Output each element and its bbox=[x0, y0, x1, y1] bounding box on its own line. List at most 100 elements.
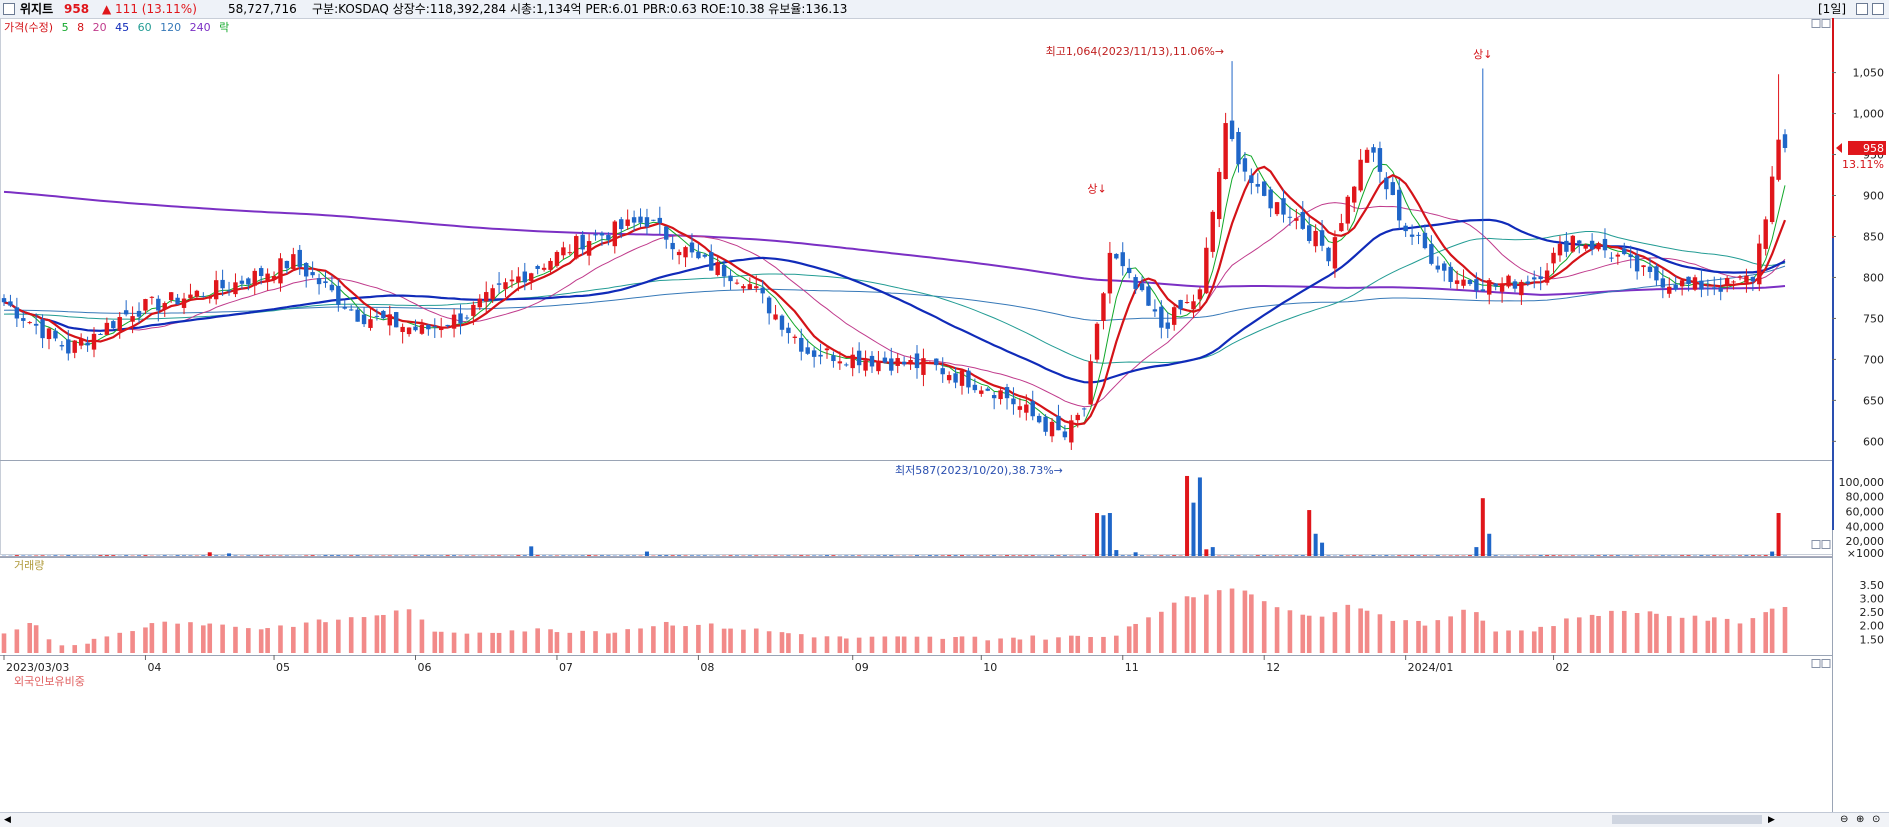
candle-body bbox=[1243, 158, 1247, 171]
candle-body bbox=[902, 362, 906, 365]
volume-bar bbox=[626, 555, 630, 556]
volume-bar bbox=[201, 555, 205, 556]
volume-bar bbox=[587, 555, 591, 556]
candle-body bbox=[645, 217, 649, 227]
candle-body bbox=[375, 316, 379, 317]
candle-body bbox=[445, 325, 449, 326]
volume-bar bbox=[536, 555, 540, 556]
candle-body bbox=[1114, 254, 1118, 258]
volume-bar bbox=[1063, 555, 1067, 556]
pane-close-icon bbox=[1822, 541, 1830, 549]
foreign-bar bbox=[928, 637, 933, 653]
scroll-thumb[interactable] bbox=[1612, 815, 1762, 824]
zoom-reset-icon[interactable]: ⊙ bbox=[1872, 814, 1880, 825]
candle-body bbox=[625, 220, 629, 226]
candle-body bbox=[1153, 309, 1157, 311]
scroll-left-icon[interactable]: ◀ bbox=[4, 815, 11, 825]
foreign-bar bbox=[664, 622, 669, 653]
candle-body bbox=[73, 341, 77, 353]
candle-body bbox=[1037, 416, 1041, 422]
price-tick-label: 650 bbox=[1863, 394, 1884, 407]
foreign-bar bbox=[130, 631, 135, 653]
volume-bar bbox=[1326, 555, 1330, 556]
candle-body bbox=[1185, 302, 1189, 303]
candle-body bbox=[1339, 223, 1343, 231]
candle-body bbox=[683, 247, 687, 257]
volume-bar bbox=[844, 555, 848, 556]
volume-bar bbox=[1140, 555, 1144, 556]
candle-body bbox=[908, 360, 912, 365]
zoom-in-icon[interactable]: ⊕ bbox=[1856, 814, 1864, 825]
volume-bar bbox=[1185, 476, 1189, 556]
scroll-bar[interactable]: ◀ ▶ ⊖ ⊕ ⊙ bbox=[0, 812, 1889, 827]
foreign-bar bbox=[452, 633, 457, 653]
volume-bar bbox=[1314, 534, 1318, 556]
foreign-bar bbox=[1056, 637, 1061, 653]
foreign-bar bbox=[1365, 611, 1370, 653]
candle-body bbox=[497, 283, 501, 284]
volume-tick-label: 60,000 bbox=[1846, 506, 1885, 519]
foreign-bar bbox=[1519, 630, 1524, 653]
foreign-bar bbox=[568, 633, 573, 653]
candle-body bbox=[941, 368, 945, 374]
foreign-bar bbox=[1358, 608, 1363, 653]
candle-body bbox=[1127, 268, 1131, 273]
foreign-bar bbox=[1551, 626, 1556, 653]
foreign-bar bbox=[1018, 639, 1023, 653]
candle-body bbox=[535, 266, 539, 269]
candle-body bbox=[1442, 263, 1446, 270]
foreign-bar bbox=[394, 610, 399, 653]
volume-bar bbox=[1050, 555, 1054, 556]
candle-body bbox=[1275, 202, 1279, 214]
candle-body bbox=[1712, 287, 1716, 289]
candle-body bbox=[1744, 276, 1748, 283]
zoom-out-icon[interactable]: ⊖ bbox=[1840, 814, 1848, 825]
volume-bar bbox=[497, 555, 501, 556]
candle-body bbox=[1590, 241, 1594, 250]
candle-body bbox=[1223, 123, 1227, 179]
candle-body bbox=[638, 217, 642, 223]
foreign-bar bbox=[915, 637, 920, 653]
foreign-bar bbox=[1403, 620, 1408, 653]
foreign-bar bbox=[651, 626, 656, 653]
candle-body bbox=[574, 236, 578, 258]
candle-body bbox=[124, 310, 128, 314]
foreign-bar bbox=[259, 629, 264, 653]
foreign-bar bbox=[1596, 616, 1601, 653]
price-tick-label: 1,050 bbox=[1853, 67, 1885, 80]
candle-body bbox=[426, 325, 430, 330]
foreign-bar bbox=[786, 633, 791, 653]
foreign-bar bbox=[47, 639, 52, 653]
price-badge-pct: 13.11% bbox=[1842, 158, 1884, 171]
candle-body bbox=[1095, 324, 1099, 360]
volume-bar bbox=[1166, 555, 1170, 556]
volume-bar bbox=[98, 555, 102, 556]
candle-body bbox=[330, 285, 334, 291]
volume-bar bbox=[73, 555, 77, 556]
candle-body bbox=[1301, 212, 1305, 229]
volume-bar bbox=[1153, 555, 1157, 556]
candle-body bbox=[1088, 361, 1092, 404]
foreign-bar bbox=[580, 631, 585, 653]
volume-bar bbox=[690, 555, 694, 556]
candle-body bbox=[696, 252, 700, 258]
candle-body bbox=[465, 318, 469, 319]
foreign-bar bbox=[34, 625, 39, 653]
foreign-bar bbox=[117, 633, 122, 653]
foreign-bar bbox=[85, 644, 90, 653]
foreign-tick-label: 2.50 bbox=[1860, 606, 1885, 619]
candle-body bbox=[1436, 266, 1440, 270]
pane-minimize-icon bbox=[1812, 20, 1820, 28]
candle-body bbox=[1166, 323, 1170, 329]
foreign-bar bbox=[246, 628, 251, 653]
volume-bar bbox=[1011, 555, 1015, 556]
foreign-bar bbox=[1320, 617, 1325, 653]
candle-body bbox=[986, 389, 990, 391]
foreign-bar bbox=[150, 623, 155, 653]
foreign-bar bbox=[613, 633, 618, 653]
volume-bar bbox=[246, 555, 250, 556]
scroll-right-icon[interactable]: ▶ bbox=[1768, 815, 1775, 825]
candle-body bbox=[555, 252, 559, 266]
foreign-bar bbox=[1275, 607, 1280, 653]
